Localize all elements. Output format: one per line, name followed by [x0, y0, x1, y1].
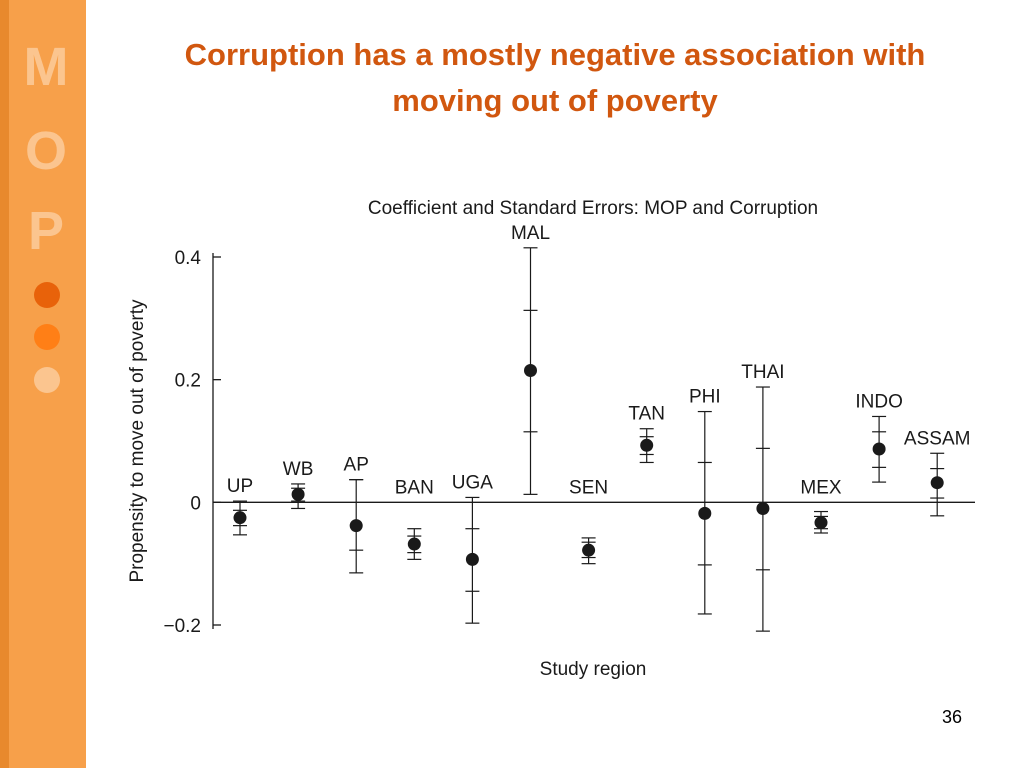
- data-point: [872, 442, 886, 456]
- sidebar-edge-stripe: [0, 0, 9, 768]
- plot-area: 0.4 0.2 0 −0.2 UP WB AP BAN UGA MAL SEN TAN PHI THAI M…: [163, 223, 975, 637]
- x-axis-label: Study region: [540, 659, 647, 680]
- data-point: [524, 363, 537, 377]
- data-point: [756, 501, 770, 515]
- slide-title: Corruption has a mostly negative associa…: [110, 32, 1000, 124]
- slide-title-line-1: Corruption has a mostly negative associa…: [184, 37, 926, 72]
- category-label: TAN: [628, 404, 665, 425]
- category-label: BAN: [395, 477, 434, 498]
- y-tick-label: 0: [190, 493, 201, 514]
- y-tick-label: 0.2: [175, 371, 201, 392]
- chart-title: Coefficient and Standard Errors: MOP and…: [368, 198, 818, 219]
- data-point: [407, 537, 421, 551]
- slide-number: 36: [941, 707, 962, 727]
- category-label: PHI: [689, 387, 721, 408]
- category-label: THAI: [741, 362, 784, 383]
- logo-letter-m: M: [23, 37, 69, 97]
- category-label: MEX: [800, 477, 842, 498]
- y-axis-label: Propensity to move out of poverty: [127, 299, 148, 583]
- category-label: AP: [344, 455, 369, 476]
- bullet-dot-3: [34, 367, 60, 393]
- data-point: [349, 519, 363, 533]
- logo-letter-o: O: [24, 121, 67, 181]
- data-point: [465, 552, 479, 566]
- data-point: [233, 511, 247, 525]
- category-label: WB: [283, 459, 314, 480]
- y-tick-label: −0.2: [163, 616, 201, 637]
- category-label: UP: [227, 476, 253, 497]
- data-point: [814, 516, 828, 530]
- category-label: INDO: [855, 391, 903, 412]
- y-tick-label: 0.4: [175, 248, 202, 269]
- category-label: ASSAM: [904, 428, 971, 449]
- data-point: [291, 487, 305, 501]
- data-point: [582, 543, 596, 557]
- sidebar: M O P: [0, 0, 86, 768]
- category-label: UGA: [452, 472, 494, 493]
- data-point: [930, 476, 944, 490]
- data-point: [698, 506, 712, 520]
- category-label: SEN: [569, 477, 608, 498]
- slide-title-line-2: moving out of poverty: [392, 83, 718, 118]
- category-label: MAL: [511, 223, 550, 244]
- logo-letter-p: P: [27, 201, 65, 261]
- data-point: [640, 438, 654, 452]
- bullet-dot-1: [34, 282, 60, 308]
- bullet-dot-2: [34, 324, 60, 350]
